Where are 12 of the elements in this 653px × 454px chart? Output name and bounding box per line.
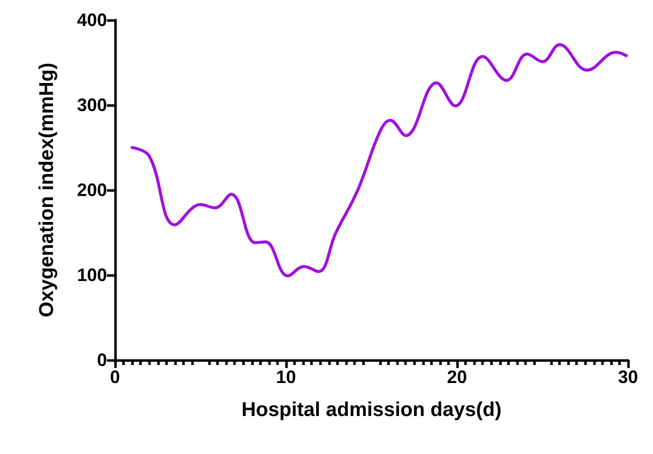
y-axis-title: Oxygenation index(mmHg) xyxy=(36,62,58,318)
x-tick-label: 30 xyxy=(618,367,638,387)
x-tick-label: 10 xyxy=(276,367,296,387)
y-tick-label: 100 xyxy=(76,265,107,285)
x-axis-title: Hospital admission days(d) xyxy=(241,399,502,421)
y-tick-label: 200 xyxy=(76,180,107,200)
y-tick-label: 400 xyxy=(76,10,107,30)
x-tick-label: 20 xyxy=(446,367,468,387)
line-series xyxy=(130,43,628,278)
y-tick-label: 0 xyxy=(96,350,107,370)
x-tick-label: 0 xyxy=(110,367,120,387)
y-tick-label: 300 xyxy=(76,95,107,115)
